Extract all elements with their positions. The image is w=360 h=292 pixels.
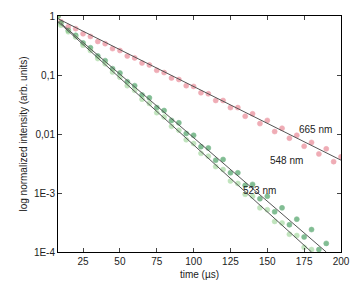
svg-text:1: 1 [49,11,55,22]
svg-text:100: 100 [185,256,202,267]
svg-text:665 nm: 665 nm [299,124,332,135]
svg-text:1E-4: 1E-4 [34,247,56,258]
svg-text:25: 25 [77,256,89,267]
svg-text:175: 175 [296,256,313,267]
svg-text:0,01: 0,01 [36,129,56,140]
svg-text:log normalized intensity (arb.: log normalized intensity (arb. units) [18,56,29,211]
svg-text:125: 125 [222,256,239,267]
svg-text:50: 50 [114,256,126,267]
svg-text:1E-3: 1E-3 [34,188,56,199]
svg-text:200: 200 [333,256,350,267]
svg-text:523 nm: 523 nm [243,185,276,196]
svg-text:75: 75 [151,256,163,267]
svg-text:time (µs): time (µs) [180,269,219,280]
svg-text:548 nm: 548 nm [270,155,303,166]
svg-text:150: 150 [259,256,276,267]
svg-text:0,1: 0,1 [41,70,55,81]
